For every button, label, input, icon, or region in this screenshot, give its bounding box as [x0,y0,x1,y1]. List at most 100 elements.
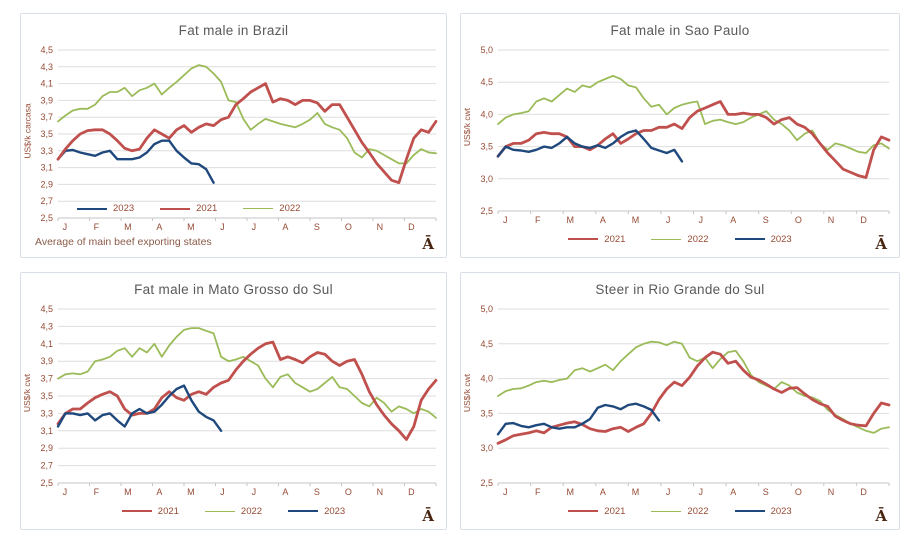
chart-legend: 2023 2021 2022 [77,203,300,214]
chart-plot-area: 2,5 3,0 3,5 4,0 4,5 5,0 J F M A M J J A S O N D US$/k cwt [461,301,899,500]
svg-text:4,5: 4,5 [480,339,493,349]
y-axis-ticks: 2,5 2,7 2,9 3,1 3,3 3,5 3,7 3,9 4,1 4,3 4,5 [40,304,53,488]
gridlines [498,49,889,212]
legend-swatch-2022 [651,238,682,240]
y-axis-ticks: 2,5 3,0 3,5 4,0 4,5 5,0 [480,45,493,216]
svg-text:O: O [795,215,802,225]
legend-label-2021: 2021 [604,505,626,517]
svg-text:M: M [124,487,131,497]
svg-text:4,3: 4,3 [40,62,53,72]
svg-text:M: M [567,487,575,497]
svg-text:A: A [600,487,606,497]
legend-label-2021: 2021 [157,505,179,517]
series-2021 [496,100,891,179]
svg-text:J: J [63,222,68,232]
series-2021 [56,340,438,441]
chart-footnote: Average of main beef exporting states [35,236,212,248]
svg-text:J: J [503,215,508,225]
chart-plot-area: 2,5 2,7 2,9 3,1 3,3 3,5 3,7 3,9 4,1 4,3 4,5 J F M A M J J… [21,301,446,500]
chart-canvas: 2,5 2,7 2,9 3,1 3,3 3,5 3,7 3,9 4,1 4,3 4,5 J F M A M J J… [40,304,438,497]
chart-panel-rio-grande-do-sul: Steer in Rio Grande do Sul 2,5 3,0 3,5 4,0 4… [460,272,900,530]
legend-label-2023: 2023 [770,233,792,245]
svg-text:J: J [503,487,508,497]
svg-text:5,0: 5,0 [480,45,493,55]
legend-label-2022: 2022 [240,505,263,517]
legend-swatch-2021 [568,238,599,240]
legend-swatch-2022 [651,510,682,512]
chart-panel-sao-paulo: Fat male in Sao Paulo 2,5 3,0 3,5 4,0 4,5 5,0… [460,13,900,258]
x-axis-ticks [57,218,437,221]
svg-text:N: N [828,487,835,497]
legend-swatch-2023 [288,510,319,512]
svg-text:M: M [187,222,195,232]
legend-item-2022: 2022 [651,505,709,517]
legend-swatch-2023 [734,510,765,512]
y-axis-ticks: 2,5 3,0 3,5 4,0 4,5 5,0 [480,304,493,488]
svg-text:J: J [220,222,225,232]
svg-text:A: A [156,222,162,232]
svg-text:F: F [94,487,100,497]
svg-text:2,5: 2,5 [480,478,493,488]
svg-text:2,7: 2,7 [40,196,53,206]
svg-text:J: J [63,487,68,497]
svg-text:3,5: 3,5 [480,408,493,418]
chart-panel-mato-grosso-do-sul: Fat male in Mato Grosso do Sul 2,5 2,7 2,9… [20,272,447,530]
legend-label-2022: 2022 [687,233,709,245]
chart-legend: 2021 2022 2023 [21,500,446,529]
series-2022 [57,327,437,419]
svg-text:3,9: 3,9 [40,95,53,105]
logo-watermark: Ā [875,507,887,525]
svg-text:J: J [698,215,703,225]
svg-text:2,7: 2,7 [40,461,53,471]
legend-swatch-2022 [204,510,235,512]
svg-text:M: M [567,215,575,225]
svg-text:3,7: 3,7 [40,112,53,122]
gridlines [58,49,436,219]
svg-text:4,1: 4,1 [40,79,53,89]
legend-item-2022: 2022 [651,233,709,245]
svg-text:3,3: 3,3 [40,146,53,156]
svg-text:A: A [282,222,288,232]
chart-legend: 2021 2022 2023 [461,228,899,257]
svg-text:M: M [124,222,131,232]
svg-text:3,7: 3,7 [40,374,53,384]
svg-text:3,3: 3,3 [40,408,53,418]
svg-text:A: A [156,487,162,497]
svg-text:S: S [314,487,320,497]
svg-text:J: J [698,487,703,497]
gridlines [498,308,889,484]
y-axis-ticks: 2,5 2,7 2,9 3,1 3,3 3,5 3,7 3,9 4,1 4,3 4,5 [40,45,53,223]
svg-text:A: A [600,215,606,225]
legend-swatch-2023 [77,207,107,210]
legend-item-2021: 2021 [160,203,217,214]
legend-label-2022: 2022 [687,505,709,517]
chart-canvas: 2,5 2,7 2,9 3,1 3,3 3,5 3,7 3,9 4,1 4,3 4,5 J F M A M J J… [40,45,438,232]
x-axis-ticks [497,211,890,214]
svg-text:2,9: 2,9 [40,179,53,189]
series-2023 [56,384,223,433]
legend-label-2023: 2023 [113,203,135,214]
svg-text:J: J [220,487,225,497]
svg-text:M: M [632,487,640,497]
chart-title: Fat male in Sao Paulo [610,23,750,38]
svg-text:S: S [763,215,769,225]
svg-text:3,5: 3,5 [480,142,493,152]
svg-text:2,5: 2,5 [480,206,493,216]
chart-legend: 2021 2022 2023 [461,500,899,529]
svg-text:4,5: 4,5 [480,77,493,87]
legend-item-2022: 2022 [243,203,300,214]
series-2021 [56,82,438,185]
series-2023 [56,139,215,184]
chart-canvas: 2,5 3,0 3,5 4,0 4,5 5,0 J F M A M J J A S O N D [480,45,891,225]
svg-text:M: M [187,487,195,497]
svg-text:J: J [666,215,671,225]
legend-item-2023: 2023 [734,506,792,517]
svg-text:D: D [860,487,867,497]
svg-text:M: M [632,215,640,225]
chart-panel-brazil: Fat male in Brazil 2,5 2,7 2,9 3,1 3,3 3,5 3,7… [20,13,447,258]
svg-text:A: A [730,215,736,225]
